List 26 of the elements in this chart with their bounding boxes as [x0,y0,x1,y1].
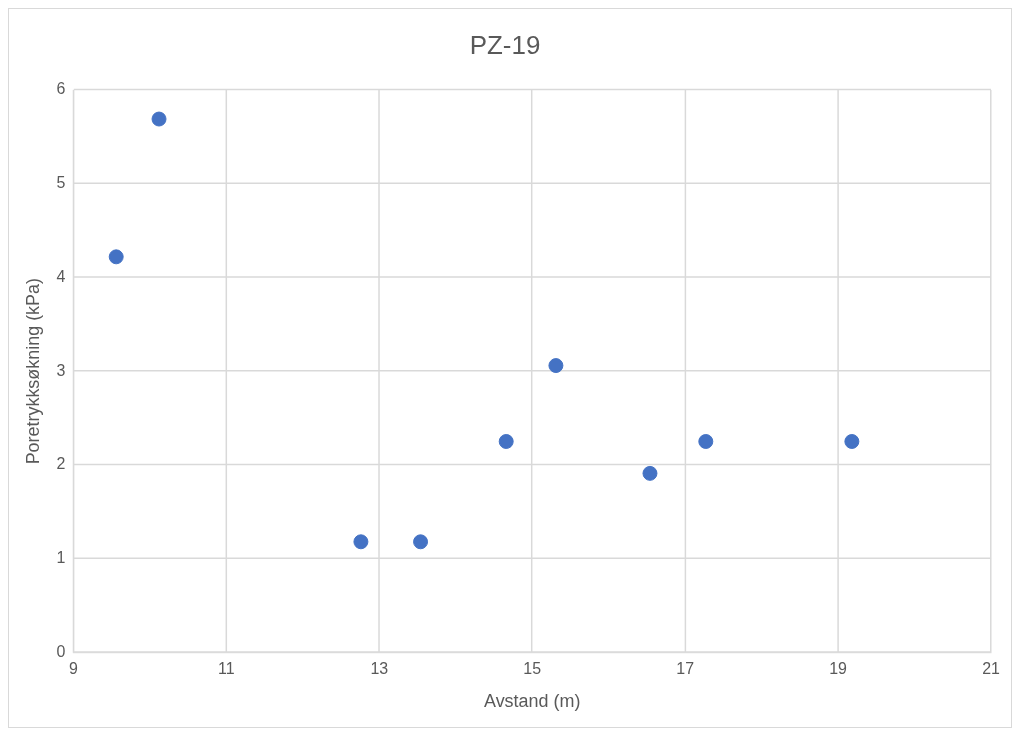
chart-title: PZ-19 [469,30,541,59]
y-tick-label: 6 [56,80,66,98]
point [642,465,658,481]
point [498,434,514,449]
point [353,534,369,550]
point [108,249,124,265]
x-tick-label: 19 [829,660,848,678]
point [844,434,860,449]
y-tick-label: 4 [56,267,66,285]
x-tick-label: 9 [68,660,78,678]
y-axis-title: Poretrykksøkning (kPa) [22,278,43,465]
x-tick-label: 11 [218,660,235,678]
x-tick-label: 21 [982,660,1001,678]
x-tick-label: 15 [523,660,542,678]
point [548,358,564,374]
point [151,111,167,127]
y-tick-label: 1 [56,549,66,567]
x-tick-label: 13 [370,660,389,678]
y-tick-label: 2 [56,455,66,473]
point [698,434,714,449]
x-tick-label: 17 [676,660,695,678]
y-tick-label: 0 [56,642,66,660]
y-tick-label: 3 [56,361,66,379]
x-axis-title: Avstand (m) [484,691,581,712]
point [413,534,429,550]
y-tick-label: 5 [56,174,66,192]
